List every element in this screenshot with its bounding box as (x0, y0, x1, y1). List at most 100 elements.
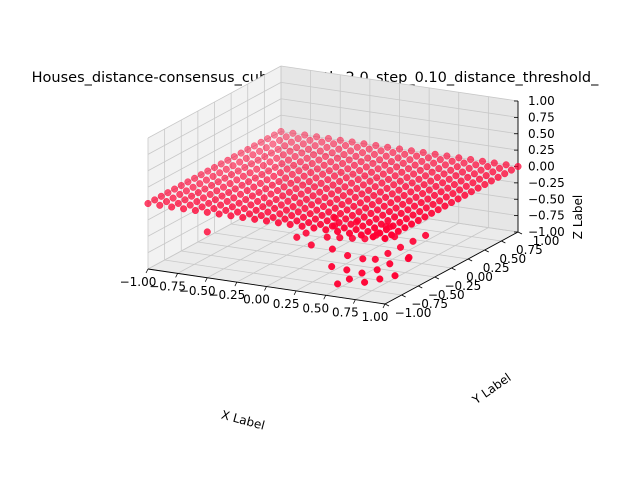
scatter-point (336, 210, 345, 218)
scatter-point (350, 202, 358, 210)
scatter-point (257, 138, 265, 146)
scatter-point (416, 208, 424, 216)
scatter-point (455, 154, 463, 162)
z-tick-label: 0.25 (528, 143, 555, 157)
scatter-point (270, 172, 278, 180)
scatter-point (323, 217, 331, 225)
scatter-point (310, 151, 318, 159)
scatter-point (359, 181, 367, 189)
scatter-point (429, 200, 437, 208)
scatter-point (472, 161, 480, 169)
scatter-point (408, 179, 416, 187)
scatter-point (227, 171, 236, 179)
scatter-points (144, 127, 522, 288)
scatter-point (430, 159, 438, 167)
scatter-point (320, 161, 328, 169)
scatter-point (380, 202, 388, 210)
scatter-point (369, 233, 377, 241)
scatter-point (199, 194, 208, 202)
scatter-point (364, 154, 372, 162)
scatter-point (215, 210, 223, 218)
scatter-point (210, 163, 219, 172)
scatter-point (184, 178, 192, 186)
scatter-point (231, 185, 239, 193)
scatter-point (412, 193, 420, 201)
scatter-point (414, 216, 422, 225)
y-tick (484, 249, 489, 253)
scatter-point (403, 174, 411, 182)
scatter-point (460, 159, 468, 167)
scatter-point (342, 215, 350, 223)
y-tick-label: −0.75 (411, 297, 448, 311)
scatter-point (336, 234, 344, 242)
scatter-point (299, 140, 307, 148)
scatter-point (416, 166, 424, 174)
scatter-point (474, 184, 482, 192)
scatter-point (382, 152, 390, 160)
scatter-point (402, 183, 410, 191)
scatter-point (409, 237, 417, 245)
scatter-point (211, 196, 219, 204)
scatter-point (340, 151, 348, 159)
scatter-point (227, 212, 235, 220)
scatter-point (269, 140, 277, 148)
scatter-point (330, 140, 338, 148)
scatter-point (330, 172, 339, 180)
scatter-point (292, 185, 300, 193)
scatter-point (239, 213, 247, 222)
gridline-x-floor (295, 218, 430, 292)
scatter-point (487, 177, 495, 185)
scatter-point (334, 186, 342, 194)
scatter-point (367, 168, 376, 176)
scatter-point (362, 163, 370, 171)
scatter-point (304, 186, 312, 194)
scatter-point (394, 227, 402, 235)
scatter-point (401, 150, 409, 158)
z-tick-label: 0.00 (528, 160, 555, 174)
scatter-point (417, 199, 425, 207)
scatter-point (437, 188, 445, 196)
scatter-point (239, 172, 247, 180)
scatter-point (378, 179, 386, 187)
y-tick-label: −1.00 (395, 306, 432, 320)
scatter-point (243, 187, 251, 195)
scatter-point (321, 194, 329, 202)
x-tick-label: 0.00 (243, 293, 270, 307)
y-tick-label: 1.00 (533, 234, 560, 248)
scatter-point (335, 145, 343, 153)
scatter-point (373, 174, 381, 182)
scatter-point (381, 161, 389, 169)
scatter-point (322, 226, 330, 234)
scatter-point (328, 222, 336, 230)
scatter-point (284, 197, 292, 205)
scatter-point (323, 233, 331, 241)
z-tick-label: 1.00 (528, 94, 555, 108)
scatter-point (281, 215, 289, 223)
scatter-point (413, 152, 421, 160)
scatter-point (359, 255, 367, 263)
scatter-point (357, 231, 365, 239)
scatter-point (157, 192, 165, 200)
scatter-point (395, 145, 404, 153)
scatter-point (325, 167, 333, 175)
y-tick (434, 276, 440, 280)
scatter-point (316, 147, 324, 155)
scatter-point (449, 190, 457, 198)
scatter-point (281, 142, 289, 150)
scatter-point (478, 157, 487, 165)
scatter-point (334, 280, 342, 288)
scatter-point (244, 145, 252, 154)
gridline-z-left (147, 98, 282, 172)
scatter-point (372, 141, 380, 150)
scatter-point (337, 168, 345, 176)
scatter-point (365, 186, 373, 194)
scatter-point (247, 160, 256, 168)
scatter-point (379, 170, 387, 178)
scatter-point (258, 170, 266, 179)
scatter-point (223, 197, 231, 205)
scatter-point (201, 185, 209, 193)
scatter-point (230, 153, 238, 161)
scatter-point (262, 217, 271, 225)
scatter-point (458, 168, 467, 176)
